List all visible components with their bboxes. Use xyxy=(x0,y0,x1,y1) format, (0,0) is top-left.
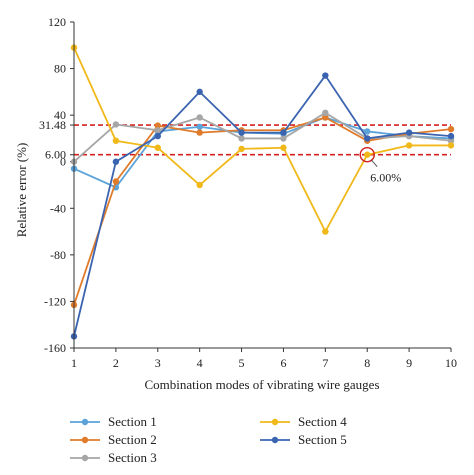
data-point xyxy=(364,135,371,142)
annotation: 6.00% xyxy=(359,147,401,185)
y-tick-label: 31.48 xyxy=(39,118,66,132)
data-point xyxy=(112,137,120,144)
data-point xyxy=(447,142,455,149)
legend-item-section-1: Section 1 xyxy=(70,414,157,430)
y-tick-label: -80 xyxy=(50,248,66,262)
y-tick-label: -120 xyxy=(44,294,66,308)
data-point xyxy=(238,135,245,142)
x-tick-label: 3 xyxy=(155,356,161,370)
y-tick-label: -160 xyxy=(44,341,66,355)
x-tick-label: 5 xyxy=(239,356,245,370)
legend-label: Section 4 xyxy=(298,414,347,429)
axes xyxy=(73,22,451,349)
x-tick-label: 8 xyxy=(364,356,370,370)
y-tick-label: 0 xyxy=(60,155,66,169)
y-tick-label: -40 xyxy=(50,201,66,215)
data-point xyxy=(196,114,203,121)
series-3 xyxy=(70,109,455,165)
y-tick-label: 40 xyxy=(54,108,66,122)
y-tick-label: 120 xyxy=(48,15,66,29)
data-point xyxy=(364,151,371,158)
series-line xyxy=(73,116,452,306)
data-point xyxy=(112,178,120,185)
x-axis-ticks: 1 2 3 4 5 6 7 8 9 10 xyxy=(71,348,457,370)
data-point xyxy=(154,132,161,140)
data-point xyxy=(447,132,455,140)
series-lines xyxy=(70,44,455,340)
legend-label: Section 1 xyxy=(108,414,157,429)
data-point xyxy=(238,129,245,136)
annotation-pointer xyxy=(370,159,378,167)
data-point xyxy=(112,158,120,165)
legend: Section 1 Section 2 Section 3 Section 4 Sect… xyxy=(70,410,470,470)
legend-swatch xyxy=(70,418,100,426)
data-point xyxy=(322,109,329,117)
legend-item-section-4: Section 4 xyxy=(260,414,347,430)
data-point xyxy=(196,181,203,189)
x-tick-label: 9 xyxy=(406,356,412,370)
data-point xyxy=(447,125,455,133)
legend-item-section-3: Section 3 xyxy=(70,450,157,466)
data-point xyxy=(112,121,120,128)
legend-swatch xyxy=(70,454,100,462)
legend-label: Section 5 xyxy=(298,432,347,447)
y-axis-label: Relative error (%) xyxy=(14,143,29,238)
data-point xyxy=(322,72,329,79)
x-tick-label: 7 xyxy=(322,356,328,370)
x-tick-label: 4 xyxy=(197,356,203,370)
series-4 xyxy=(70,44,455,235)
x-axis-label: Combination modes of vibrating wire gaug… xyxy=(144,377,379,392)
legend-item-section-5: Section 5 xyxy=(260,432,347,448)
legend-label: Section 2 xyxy=(108,432,157,447)
data-point xyxy=(405,129,413,136)
data-point xyxy=(447,137,455,144)
series-line xyxy=(73,47,451,234)
data-point xyxy=(196,88,203,96)
data-point xyxy=(322,114,329,121)
data-point xyxy=(238,145,245,153)
y-tick-label: 80 xyxy=(54,62,66,76)
series-line xyxy=(73,111,452,163)
legend-label: Section 3 xyxy=(108,450,157,465)
data-point xyxy=(280,129,287,136)
data-point xyxy=(154,144,161,151)
x-tick-label: 6 xyxy=(280,356,286,370)
data-point xyxy=(322,228,329,235)
x-tick-label: 2 xyxy=(113,356,119,370)
data-point xyxy=(154,122,161,129)
x-tick-label: 1 xyxy=(71,356,77,370)
data-point xyxy=(154,127,161,134)
annotation-label: 6.00% xyxy=(370,171,401,185)
data-point xyxy=(196,123,203,130)
series-5 xyxy=(70,72,455,340)
legend-swatch xyxy=(260,418,290,426)
annotation-circle xyxy=(359,147,375,163)
data-point xyxy=(196,129,203,136)
data-point xyxy=(280,135,287,142)
reference-lines xyxy=(74,124,451,156)
series-line xyxy=(73,73,452,337)
data-point xyxy=(364,128,371,135)
y-tick-label: 6.00 xyxy=(45,148,66,162)
legend-swatch xyxy=(260,436,290,444)
legend-swatch xyxy=(70,436,100,444)
legend-item-section-2: Section 2 xyxy=(70,432,157,448)
data-point xyxy=(405,142,413,149)
x-tick-label: 10 xyxy=(445,356,457,370)
data-point xyxy=(280,144,287,151)
